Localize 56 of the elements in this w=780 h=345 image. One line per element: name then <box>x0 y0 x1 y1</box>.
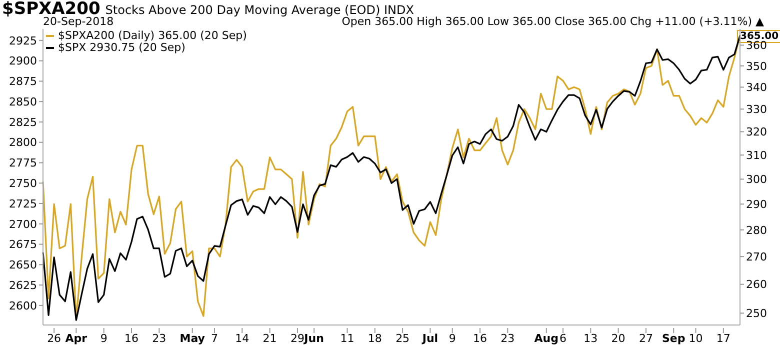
y-tick-label: 2675 <box>9 238 37 252</box>
y2-tick-label: 260 <box>746 278 767 292</box>
y-tick-label: 2875 <box>9 75 37 88</box>
x-tick-label: 21 <box>262 332 277 345</box>
y-tick-label: 2600 <box>9 299 37 312</box>
x-tick-label: 23 <box>500 332 515 345</box>
y-tick-label: 2900 <box>9 54 37 68</box>
x-tick-label: 26 <box>47 332 62 345</box>
x-tick-label: Aug <box>534 332 558 345</box>
y-tick-label: 2625 <box>9 278 37 292</box>
y2-tick-label: 350 <box>746 60 767 73</box>
x-tick-label: 27 <box>638 332 653 345</box>
x-tick-label: 14 <box>235 332 250 345</box>
y-tick-label: 2850 <box>9 95 37 108</box>
x-tick-label: May <box>180 332 205 345</box>
x-tick-label: 17 <box>716 332 730 345</box>
chart-subtitle: Stocks Above 200 Day Moving Average (EOD) INDX <box>105 3 414 17</box>
x-tick-label: Jul <box>421 332 438 345</box>
x-tick-label: 7 <box>210 332 218 345</box>
x-tick-label: 20 <box>611 332 626 345</box>
x-tick-label: 9 <box>448 332 456 345</box>
y2-tick-label: 280 <box>746 224 767 237</box>
x-tick-label: Jun <box>303 332 324 345</box>
legend-label: $SPXA200 (Daily) 365.00 (20 Sep) <box>58 29 247 42</box>
y2-tick-label: 310 <box>746 148 767 162</box>
y-tick-label: 2700 <box>9 218 37 231</box>
x-tick-label: 6 <box>559 332 566 345</box>
x-tick-label: Apr <box>65 332 88 345</box>
y2-tick-label: 270 <box>746 250 767 264</box>
text: 20-Sep-2018 <box>43 15 114 28</box>
y2-tick-label: 300 <box>746 173 767 186</box>
y2-tick-label: 290 <box>746 198 767 211</box>
x-tick-label: 11 <box>340 332 354 345</box>
y-tick-label: 2725 <box>9 197 37 210</box>
y-tick-label: 2750 <box>9 177 37 190</box>
y-tick-label: 2800 <box>9 136 37 150</box>
y-tick-label: 2650 <box>9 258 37 272</box>
x-tick-label: 18 <box>368 332 382 345</box>
x-tick-label: 10 <box>688 332 703 345</box>
x-tick-label: 9 <box>100 332 108 345</box>
x-tick-label: Sep <box>662 332 686 345</box>
y-tick-label: 2775 <box>9 156 37 170</box>
x-tick-label: 23 <box>152 332 166 345</box>
text: Open 365.00 High 365.00 Low 365.00 Close 365.00 Chg +11.00 (+3.11%) ▲ <box>342 15 764 28</box>
x-tick-label: 16 <box>473 332 488 345</box>
y2-tick-label: 250 <box>746 307 767 320</box>
legend-label: $SPX 2930.75 (20 Sep) <box>58 41 186 54</box>
y2-tick-label: 340 <box>746 81 767 94</box>
x-tick-label: 25 <box>396 332 410 345</box>
y2-tick-label: 330 <box>746 103 767 116</box>
x-tick-label: 29 <box>290 332 304 345</box>
y2-tick-label: 320 <box>746 126 767 139</box>
y-tick-label: 2825 <box>9 116 37 129</box>
x-tick-label: 13 <box>584 332 598 345</box>
y-tick-label: 2925 <box>9 34 37 48</box>
x-tick-label: 16 <box>124 332 139 345</box>
